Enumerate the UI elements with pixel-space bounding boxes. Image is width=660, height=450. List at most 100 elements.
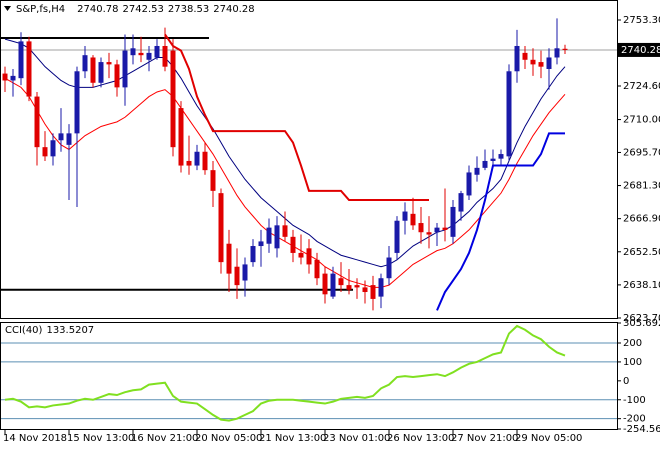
menu-arrow[interactable] bbox=[4, 6, 11, 11]
candle-body bbox=[346, 285, 352, 290]
candle-body bbox=[58, 133, 64, 141]
current-price-label: 2740.28 bbox=[621, 45, 660, 56]
x-tick-label: 29 Nov 05:00 bbox=[515, 433, 582, 444]
current-price-box bbox=[617, 42, 660, 57]
candle-body bbox=[98, 62, 104, 83]
candle-body bbox=[178, 108, 184, 166]
cci-value: 133.5207 bbox=[46, 325, 94, 336]
candle-body bbox=[530, 59, 536, 65]
y-tick-label: 2652.50 bbox=[623, 247, 660, 258]
indicator-line bbox=[164, 33, 429, 202]
candle-body bbox=[482, 160, 488, 168]
candle-body bbox=[50, 140, 56, 157]
candle-body bbox=[138, 52, 144, 56]
candle-body bbox=[130, 48, 136, 56]
x-tick-label: 15 Nov 13:00 bbox=[67, 433, 134, 444]
candle-body bbox=[186, 160, 192, 166]
y-tick-label: 2666.90 bbox=[623, 214, 660, 225]
candle-body bbox=[74, 71, 80, 134]
candle-body bbox=[314, 259, 320, 279]
candle-body bbox=[162, 45, 168, 67]
symbol: S&P,fs,H4 bbox=[16, 4, 65, 15]
candle-body bbox=[514, 45, 520, 72]
cci-tick-label: -200 bbox=[623, 414, 646, 425]
y-tick-label: 2753.30 bbox=[623, 15, 660, 26]
candle-body bbox=[114, 64, 120, 88]
candle-body bbox=[402, 211, 408, 221]
cci-tick-label: -100 bbox=[623, 395, 646, 406]
candle-body bbox=[442, 227, 448, 230]
candle-body bbox=[538, 62, 544, 67]
candle-body bbox=[394, 220, 400, 253]
y-tick-label: 2623.70 bbox=[623, 313, 660, 324]
ohlc-value: 2740.78 bbox=[77, 4, 118, 15]
candle-body bbox=[370, 285, 376, 299]
candle-body bbox=[194, 151, 200, 166]
y-tick-label: 2710.00 bbox=[623, 115, 660, 126]
cci-tick-label: 100 bbox=[623, 357, 642, 368]
candle-body bbox=[18, 41, 24, 79]
y-tick-label: 2724.60 bbox=[623, 81, 660, 92]
candle-body bbox=[42, 147, 48, 157]
candle-body bbox=[282, 225, 288, 237]
candle-body bbox=[226, 243, 232, 274]
x-tick-label: 20 Nov 05:00 bbox=[195, 433, 262, 444]
candle-body bbox=[434, 227, 440, 233]
candle-body bbox=[410, 213, 416, 226]
x-tick-label: 14 Nov 2018 bbox=[3, 433, 67, 444]
candle-body bbox=[34, 96, 40, 148]
candle-body bbox=[146, 52, 152, 60]
x-tick-label: 26 Nov 13:00 bbox=[387, 433, 454, 444]
candle-body bbox=[498, 154, 504, 159]
candle-body bbox=[474, 167, 480, 175]
x-tick-label: 16 Nov 21:00 bbox=[131, 433, 198, 444]
candle-body bbox=[298, 252, 304, 258]
candle-body bbox=[26, 41, 32, 97]
candle-body bbox=[330, 273, 336, 297]
candle-body bbox=[242, 264, 248, 281]
indicator-line bbox=[4, 77, 566, 288]
candle-body bbox=[450, 206, 456, 237]
candle-body bbox=[322, 273, 328, 295]
candle-body bbox=[66, 133, 72, 145]
y-tick-label: 2681.30 bbox=[623, 181, 660, 192]
chart-header: S&P,fs,H4 2740.78 2742.53 2738.53 2740.28 bbox=[16, 4, 255, 15]
candle-body bbox=[218, 193, 224, 263]
candle-body bbox=[290, 236, 296, 253]
x-tick-label: 23 Nov 01:00 bbox=[323, 433, 390, 444]
candle-body bbox=[266, 227, 272, 244]
candle-body bbox=[506, 71, 512, 157]
cci-tick-label: 0 bbox=[623, 376, 629, 387]
candle-body bbox=[338, 278, 344, 286]
x-tick-label: 27 Nov 21:00 bbox=[451, 433, 518, 444]
candle-body bbox=[458, 193, 464, 212]
cci-name: CCI(40) bbox=[5, 325, 43, 336]
candle-body bbox=[258, 241, 264, 247]
candle-body bbox=[362, 287, 368, 293]
y-tick-label: 2638.10 bbox=[623, 280, 660, 291]
candle-body bbox=[170, 50, 176, 148]
candle-body bbox=[386, 257, 392, 279]
candle-body bbox=[10, 75, 16, 81]
candle-body bbox=[250, 246, 256, 263]
candle-body bbox=[106, 62, 112, 65]
ohlc-value: 2742.53 bbox=[123, 4, 164, 15]
candle-body bbox=[466, 172, 472, 196]
candle-body bbox=[210, 170, 216, 191]
candle-body bbox=[354, 285, 360, 288]
candle-body bbox=[82, 55, 88, 72]
candle-body bbox=[202, 151, 208, 171]
candle-body bbox=[378, 278, 384, 297]
x-tick-label: 21 Nov 13:00 bbox=[259, 433, 326, 444]
candle-body bbox=[234, 266, 240, 286]
candle-body bbox=[426, 232, 432, 235]
cci-tick-label: 200 bbox=[623, 338, 642, 349]
candle-body bbox=[562, 48, 568, 50]
cci-header: CCI(40) 133.5207 bbox=[5, 325, 94, 336]
main-panel bbox=[0, 0, 618, 319]
candle-body bbox=[522, 52, 528, 60]
candle-body bbox=[554, 48, 560, 58]
cci-panel bbox=[0, 322, 618, 430]
candle-body bbox=[154, 45, 160, 58]
